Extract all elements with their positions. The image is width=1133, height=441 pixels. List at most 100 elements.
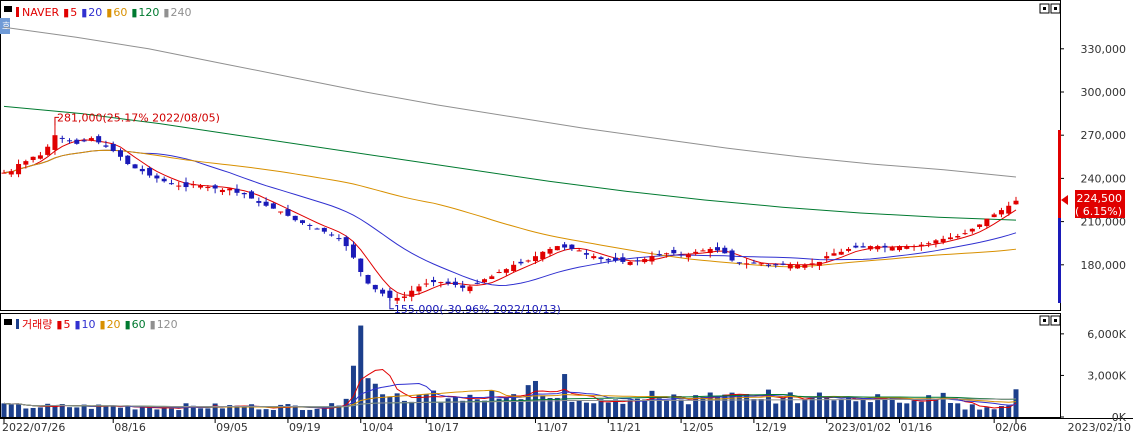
volume-bar bbox=[45, 403, 51, 417]
legend-ma-swatch: ▮ bbox=[163, 6, 169, 19]
volume-ma-line-10 bbox=[3, 382, 1017, 409]
volume-bar bbox=[933, 399, 939, 417]
candle-body bbox=[685, 254, 691, 258]
price-tick-label: 240,000 bbox=[1081, 172, 1127, 185]
candle-body bbox=[139, 168, 145, 172]
volume-panel-controls[interactable] bbox=[1039, 315, 1061, 326]
candle-body bbox=[991, 214, 997, 218]
candle-body bbox=[314, 228, 320, 230]
volume-bar bbox=[846, 397, 852, 417]
volume-tick-label: 6,000K bbox=[1087, 328, 1126, 341]
legend-ma-swatch: ▮ bbox=[125, 318, 131, 331]
volume-bar bbox=[969, 404, 975, 417]
candle-body bbox=[190, 184, 196, 186]
volume-bar bbox=[227, 405, 233, 417]
volume-bar bbox=[503, 396, 509, 417]
current-change: ( 6.15%) bbox=[1075, 205, 1122, 218]
volume-bar bbox=[875, 394, 881, 417]
volume-bar bbox=[372, 383, 378, 417]
volume-bar bbox=[263, 409, 269, 417]
candle-body bbox=[409, 290, 415, 297]
volume-bar bbox=[664, 400, 670, 417]
volume-bar bbox=[161, 406, 167, 417]
volume-bar bbox=[23, 408, 29, 417]
candle-body bbox=[460, 285, 466, 288]
candle-body bbox=[664, 253, 670, 255]
legend-ma-swatch: ▮ bbox=[100, 318, 106, 331]
legend-menu-icon[interactable] bbox=[4, 6, 12, 12]
candle-body bbox=[350, 244, 356, 258]
candle-body bbox=[365, 275, 371, 284]
volume-bar bbox=[998, 406, 1004, 417]
candle-body bbox=[300, 220, 306, 224]
candle-body bbox=[576, 250, 582, 252]
side-marker[interactable] bbox=[0, 18, 10, 34]
candle-body bbox=[904, 246, 910, 249]
price-panel-frame bbox=[0, 0, 1061, 311]
volume-bar bbox=[52, 405, 58, 417]
candle-body bbox=[889, 247, 895, 251]
legend-ma-label: 60 bbox=[113, 6, 127, 19]
legend-ma-label: 60 bbox=[132, 318, 146, 331]
candle-body bbox=[583, 253, 589, 255]
candle-body bbox=[249, 191, 255, 199]
volume-bar bbox=[547, 397, 553, 417]
candle-body bbox=[154, 175, 160, 179]
candle-body bbox=[278, 211, 284, 213]
price-panel-controls[interactable] bbox=[1039, 3, 1061, 14]
volume-bar bbox=[591, 403, 597, 417]
volume-bar bbox=[452, 397, 458, 417]
candle-body bbox=[445, 281, 451, 284]
volume-bar bbox=[125, 405, 131, 417]
candle-body bbox=[554, 246, 560, 251]
volume-bar bbox=[926, 395, 932, 417]
volume-bar bbox=[554, 397, 560, 417]
candle-body bbox=[882, 245, 888, 248]
candle-body bbox=[795, 264, 801, 269]
volume-bar bbox=[96, 404, 102, 417]
legend-name: 거래량 bbox=[22, 318, 52, 331]
candle-body bbox=[540, 251, 546, 260]
candle-body bbox=[642, 259, 648, 263]
candle-body bbox=[525, 260, 531, 262]
candle-body bbox=[227, 188, 233, 191]
candle-body bbox=[649, 256, 655, 262]
legend-name: NAVER bbox=[22, 6, 60, 19]
ma-line-240 bbox=[3, 26, 1017, 178]
volume-bar bbox=[620, 403, 626, 417]
volume-bar bbox=[416, 395, 422, 417]
volume-bar bbox=[671, 394, 677, 417]
volume-bar bbox=[583, 402, 589, 417]
price-legend-text: NAVER ▮5 ▮20 ▮60 ▮120 ▮240 bbox=[22, 6, 191, 19]
volume-bar bbox=[394, 393, 400, 417]
volume-bar bbox=[656, 398, 662, 417]
volume-bar bbox=[329, 403, 335, 417]
date-tick-label: 10/17 bbox=[427, 421, 459, 434]
candle-body bbox=[205, 187, 211, 189]
legend-ma-label: 5 bbox=[63, 318, 70, 331]
volume-bar bbox=[336, 405, 342, 417]
candle-body bbox=[452, 281, 458, 285]
volume-bar bbox=[285, 404, 291, 417]
volume-bar bbox=[365, 378, 371, 417]
volume-bar bbox=[627, 399, 633, 417]
candle-body bbox=[714, 247, 720, 251]
candle-body bbox=[1006, 205, 1012, 214]
volume-bar bbox=[154, 409, 160, 417]
volume-bar bbox=[751, 399, 757, 417]
price-tick-label: 300,000 bbox=[1081, 86, 1127, 99]
high-annotation: 281,000(25.17% 2022/08/05) bbox=[54, 111, 220, 126]
legend-menu-icon[interactable] bbox=[4, 319, 12, 325]
price-y-axis: 180,000 210,000 240,000 270,000 300,000 330,0… bbox=[1060, 43, 1126, 272]
range-bar-down bbox=[1058, 218, 1061, 303]
volume-bar bbox=[59, 404, 65, 417]
candle-body bbox=[598, 257, 604, 260]
volume-bar bbox=[387, 396, 393, 417]
candle-body bbox=[511, 264, 517, 272]
candle-body bbox=[860, 246, 866, 248]
candle-body bbox=[37, 155, 43, 159]
candle-body bbox=[241, 193, 247, 195]
volume-bar bbox=[88, 408, 94, 417]
